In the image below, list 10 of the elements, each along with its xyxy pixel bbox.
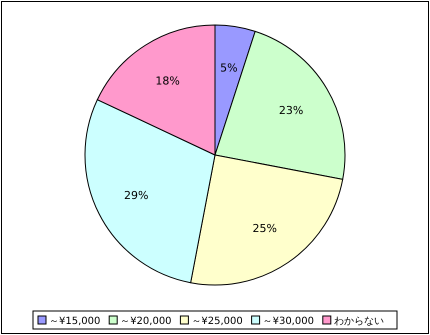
- legend-label: わからない: [334, 316, 384, 327]
- data-label: 5%: [220, 62, 238, 75]
- data-label: 23%: [278, 104, 304, 117]
- legend-label: ～¥20,000: [120, 316, 172, 327]
- data-label: 18%: [155, 74, 180, 88]
- data-label: 25%: [252, 222, 277, 236]
- legend-label: ～¥15,000: [49, 316, 100, 327]
- legend-label: ～¥25,000: [191, 316, 243, 327]
- legend-label: ～¥30,000: [262, 316, 314, 327]
- data-label: 29%: [124, 189, 148, 202]
